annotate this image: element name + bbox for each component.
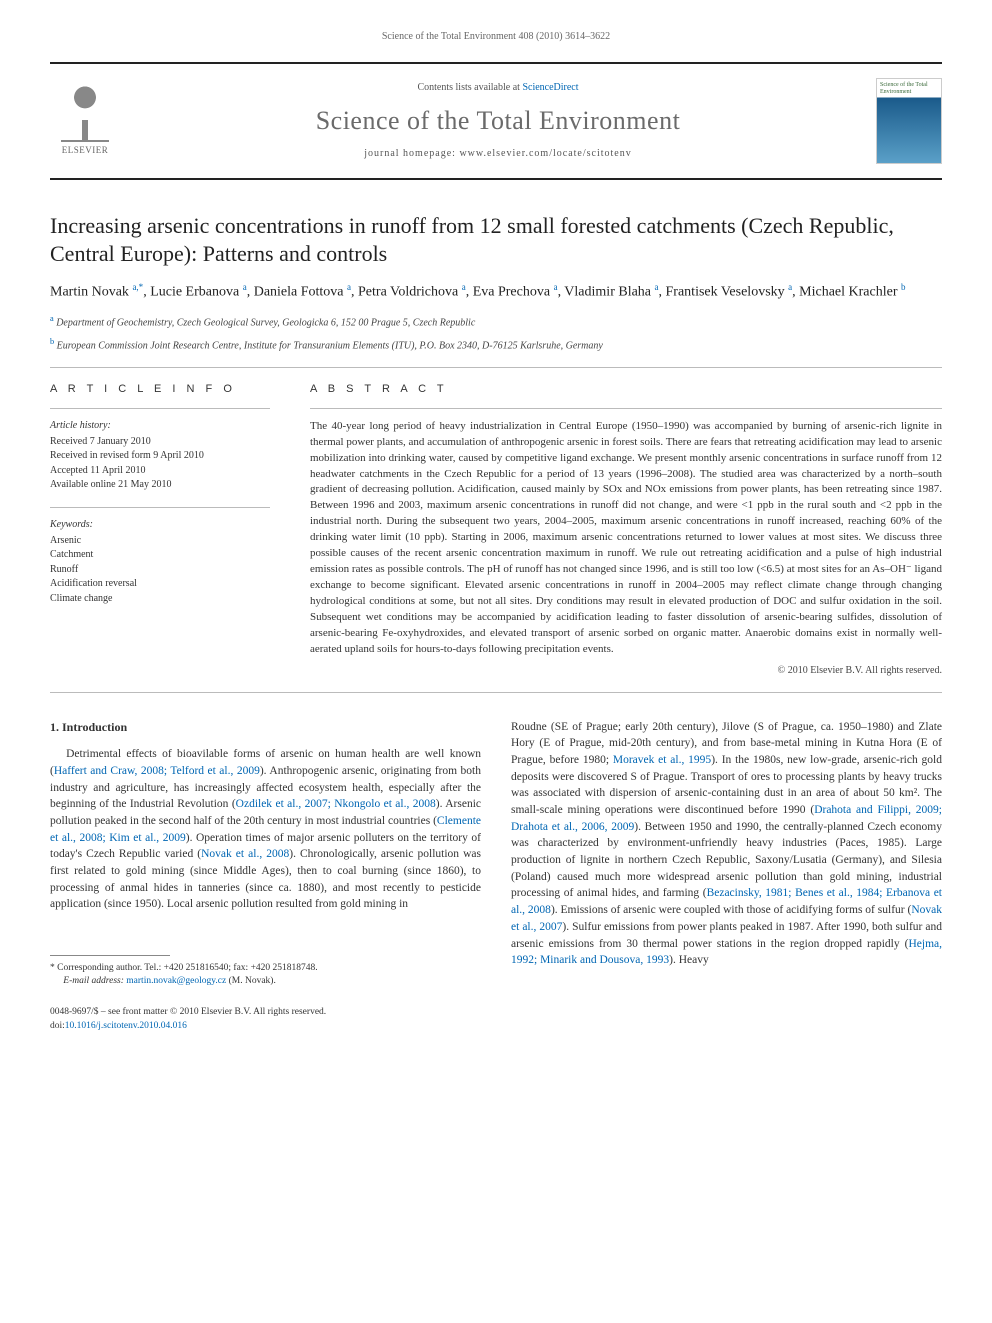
affiliation-a: a Department of Geochemistry, Czech Geol… [50,313,942,330]
column-left: 1. Introduction Detrimental effects of b… [50,719,481,989]
info-abstract-row: A R T I C L E I N F O Article history: R… [50,382,942,677]
homepage-prefix: journal homepage: [364,148,459,159]
homepage-url: www.elsevier.com/locate/scitotenv [459,148,631,159]
author-list: Martin Novak a,*, Lucie Erbanova a, Dani… [50,281,942,303]
corresponding-footnote: * Corresponding author. Tel.: +420 25181… [50,962,481,975]
journal-cover-title: Science of the Total Environment [880,82,938,95]
abstract-heading: A B S T R A C T [310,382,942,397]
citation-link[interactable]: Novak et al., 2008 [201,848,289,860]
abstract-text: The 40-year long period of heavy industr… [310,419,942,658]
running-header: Science of the Total Environment 408 (20… [50,30,942,44]
keyword: Arsenic [50,534,270,549]
history-line: Received in revised form 9 April 2010 [50,449,270,464]
footer-left: 0048-9697/$ – see front matter © 2010 El… [50,1006,326,1033]
affiliations: a Department of Geochemistry, Czech Geol… [50,313,942,354]
citation-link[interactable]: Moravek et al., 1995 [613,754,711,766]
affil-text: European Commission Joint Research Centr… [57,340,603,351]
keyword: Catchment [50,548,270,563]
body-paragraph: Roudne (SE of Prague; early 20th century… [511,719,942,969]
keywords-label: Keywords: [50,518,270,532]
keyword: Acidification reversal [50,577,270,592]
text-run: ). Sulfur emissions from power plants pe… [511,921,942,950]
keyword: Runoff [50,563,270,578]
page-footer: 0048-9697/$ – see front matter © 2010 El… [50,1006,942,1033]
front-matter-line: 0048-9697/$ – see front matter © 2010 El… [50,1006,326,1019]
elsevier-tree-icon [61,86,109,142]
article-title: Increasing arsenic concentrations in run… [50,212,942,267]
divider [50,367,942,368]
divider [50,408,270,409]
sciencedirect-link[interactable]: ScienceDirect [522,82,578,93]
journal-banner: ELSEVIER Contents lists available at Sci… [50,62,942,180]
citation-link[interactable]: Haffert and Craw, 2008; Telford et al., … [54,765,260,777]
divider [310,408,942,409]
email-footnote: E-mail address: martin.novak@geology.cz … [50,975,481,988]
email-suffix: (M. Novak). [226,976,276,986]
affiliation-b: b European Commission Joint Research Cen… [50,336,942,353]
affil-sup: a [50,314,54,323]
journal-homepage: journal homepage: www.elsevier.com/locat… [138,147,858,161]
citation-link[interactable]: Ozdilek et al., 2007; Nkongolo et al., 2… [236,798,436,810]
footnote-rule [50,955,170,956]
affil-sup: b [50,337,54,346]
text-run: ). Heavy [669,954,709,966]
history-line: Available online 21 May 2010 [50,478,270,493]
doi-link[interactable]: 10.1016/j.scitotenv.2010.04.016 [65,1021,187,1031]
contents-prefix: Contents lists available at [417,82,522,93]
body-columns: 1. Introduction Detrimental effects of b… [50,719,942,989]
contents-list-line: Contents lists available at ScienceDirec… [138,81,858,95]
body-paragraph: Detrimental effects of bioavilable forms… [50,746,481,913]
elsevier-label: ELSEVIER [62,144,109,157]
divider [50,692,942,693]
text-run: ). Emissions of arsenic were coupled wit… [551,904,911,916]
abstract-copyright: © 2010 Elsevier B.V. All rights reserved… [310,664,942,678]
article-history: Article history: Received 7 January 2010… [50,419,270,493]
email-link[interactable]: martin.novak@geology.cz [126,976,226,986]
divider [50,507,270,508]
affil-text: Department of Geochemistry, Czech Geolog… [56,317,475,328]
section-heading-1: 1. Introduction [50,719,481,736]
elsevier-logo: ELSEVIER [50,81,120,161]
journal-cover-thumb: Science of the Total Environment [876,78,942,164]
article-info-heading: A R T I C L E I N F O [50,382,270,397]
keyword: Climate change [50,592,270,607]
column-right: Roudne (SE of Prague; early 20th century… [511,719,942,989]
doi-prefix: doi: [50,1021,65,1031]
keywords-block: Keywords: Arsenic Catchment Runoff Acidi… [50,518,270,607]
doi-line: doi:10.1016/j.scitotenv.2010.04.016 [50,1020,326,1033]
history-label: Article history: [50,419,270,433]
history-line: Accepted 11 April 2010 [50,464,270,479]
history-line: Received 7 January 2010 [50,435,270,450]
email-label: E-mail address: [63,976,126,986]
article-info: A R T I C L E I N F O Article history: R… [50,382,270,677]
abstract: A B S T R A C T The 40-year long period … [310,382,942,677]
journal-banner-center: Contents lists available at ScienceDirec… [138,81,858,161]
journal-title: Science of the Total Environment [138,103,858,139]
